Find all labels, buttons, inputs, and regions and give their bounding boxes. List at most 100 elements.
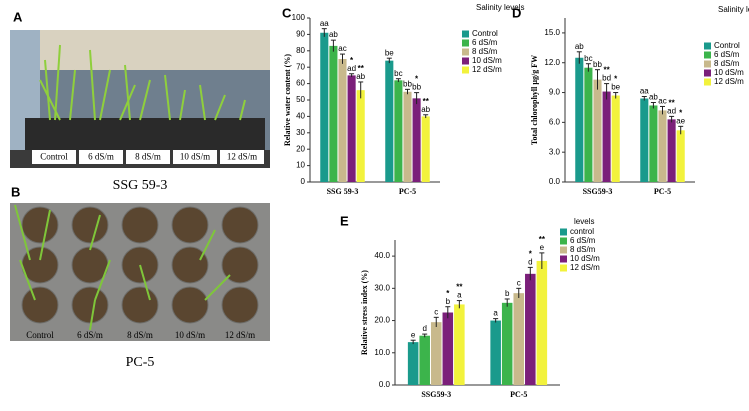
- letter-label: d: [422, 324, 426, 333]
- legend-label: 8 dS/m: [570, 245, 596, 254]
- letter-label: bc: [394, 69, 402, 78]
- legend-swatch: [704, 51, 711, 59]
- bar: [593, 79, 602, 182]
- bar: [320, 32, 329, 183]
- bar: [490, 320, 501, 385]
- tag-box: [173, 150, 217, 164]
- panel-label: A: [13, 9, 23, 24]
- star-label: **: [603, 66, 610, 75]
- photo-caption: SSG 59-3: [113, 178, 168, 193]
- y-tick-label: 40: [296, 112, 305, 121]
- legend-swatch: [462, 48, 469, 56]
- letter-label: ab: [649, 93, 658, 102]
- letter-label: be: [385, 48, 394, 57]
- legend-swatch: [560, 264, 567, 272]
- pot: [171, 206, 209, 244]
- photo-tag: 6 dS/m: [77, 330, 103, 340]
- star-label: **: [668, 99, 675, 108]
- y-tick-label: 20: [296, 144, 305, 153]
- panel-label: C: [282, 5, 292, 20]
- star-label: **: [423, 97, 430, 106]
- bar: [536, 260, 548, 385]
- photo-tag: Control: [26, 330, 54, 340]
- bar: [430, 322, 442, 385]
- bar: [525, 273, 536, 385]
- y-tick-label: 100: [292, 13, 306, 22]
- letter-label: a: [457, 291, 462, 300]
- letter-label: b: [446, 297, 451, 306]
- photo-tag: 8 dS/m: [127, 330, 153, 340]
- pot: [121, 286, 159, 324]
- y-tick-label: 0.0: [549, 177, 561, 186]
- x-tick-label: PC-5: [510, 390, 527, 399]
- letter-label: bd: [602, 74, 611, 83]
- y-tick-label: 15.0: [544, 28, 560, 37]
- legend-swatch: [462, 39, 469, 47]
- star-label: *: [350, 56, 354, 65]
- y-tick-label: 10.0: [374, 348, 390, 357]
- pot: [221, 206, 259, 244]
- y-tick-label: 6.0: [549, 117, 561, 126]
- photo-tag: 12 dS/m: [225, 330, 255, 340]
- legend-swatch: [704, 42, 711, 50]
- tag-box: [32, 150, 76, 164]
- pot: [221, 286, 259, 324]
- letter-label: ad: [667, 107, 676, 116]
- letter-label: ae: [676, 116, 685, 125]
- y-tick-label: 80: [296, 46, 305, 55]
- legend-label: 12 dS/m: [570, 263, 600, 272]
- photo-tag: 10 dS/m: [175, 330, 205, 340]
- photo-tag: 8 dS/m: [135, 152, 161, 162]
- bar: [649, 105, 658, 182]
- y-axis-title: Relative water content (%): [283, 54, 292, 146]
- letter-label: ab: [329, 30, 338, 39]
- bar: [394, 80, 403, 182]
- letter-label: b: [505, 289, 510, 298]
- legend-title: Salinity levels: [718, 5, 749, 14]
- star-label: **: [456, 283, 463, 292]
- photo-tag: 12 dS/m: [227, 152, 257, 162]
- letter-label: c: [517, 278, 521, 287]
- bar: [385, 60, 394, 182]
- tag-box: [126, 150, 170, 164]
- legend-title: levels: [574, 217, 594, 226]
- legend-swatch: [462, 57, 469, 65]
- legend-label: 8 dS/m: [472, 47, 498, 56]
- legend-label: 12 dS/m: [714, 77, 744, 86]
- x-tick-label: SSG59-3: [583, 187, 613, 196]
- legend-label: control: [570, 227, 594, 236]
- bar: [658, 110, 667, 182]
- x-tick-label: PC-5: [399, 187, 416, 196]
- y-tick-label: 0.0: [379, 380, 391, 389]
- letter-label: bc: [584, 54, 592, 63]
- bar: [421, 116, 430, 182]
- legend-swatch: [560, 237, 567, 245]
- star-label: *: [446, 289, 450, 298]
- bar: [329, 45, 338, 182]
- letter-label: be: [611, 83, 620, 92]
- bar: [407, 342, 419, 385]
- legend-swatch: [704, 69, 711, 77]
- letter-label: ab: [356, 72, 365, 81]
- x-tick-label: PC-5: [654, 187, 671, 196]
- y-axis-title: Total chlorophyll µg/g FW: [530, 55, 539, 145]
- letter-label: bb: [403, 79, 412, 88]
- y-axis-title: Relative stress index (%): [360, 270, 369, 355]
- photo-tag: 6 dS/m: [88, 152, 114, 162]
- legend-swatch: [704, 78, 711, 86]
- bar: [442, 312, 454, 385]
- y-tick-label: 0: [301, 177, 306, 186]
- star-label: *: [679, 108, 683, 117]
- bar: [584, 67, 593, 182]
- pot: [221, 246, 259, 284]
- pot: [71, 286, 109, 324]
- tag-box: [79, 150, 123, 164]
- bar: [667, 119, 676, 182]
- letter-label: e: [411, 330, 416, 339]
- bar: [419, 335, 430, 385]
- panel-label: D: [512, 5, 521, 20]
- pot: [21, 206, 59, 244]
- pot: [171, 246, 209, 284]
- letter-label: ac: [658, 97, 666, 106]
- panel-label: B: [11, 184, 20, 199]
